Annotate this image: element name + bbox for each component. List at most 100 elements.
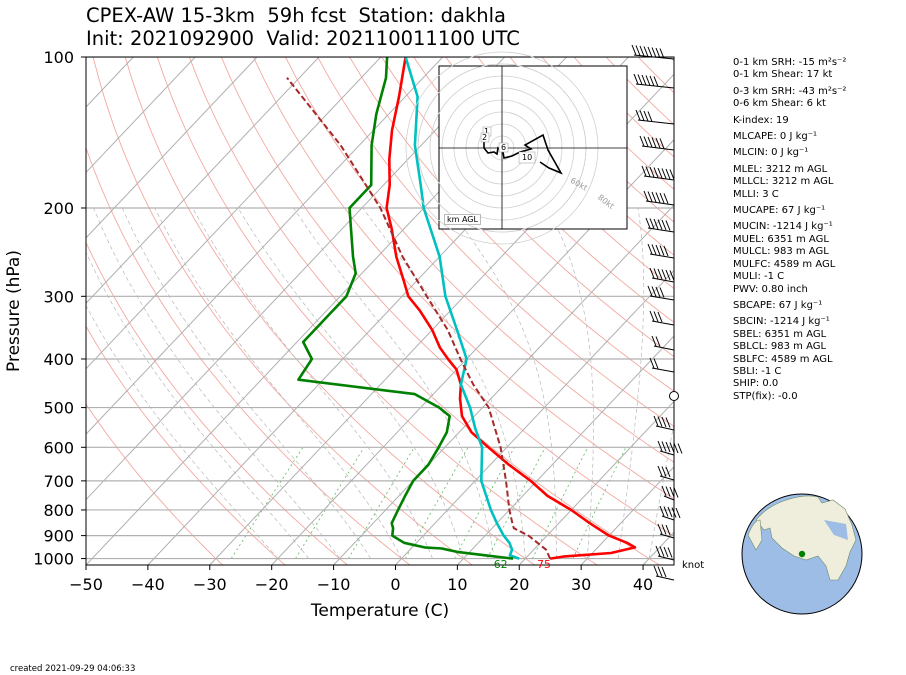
mixing-ratio-line xyxy=(454,447,515,559)
wind-barb-flag xyxy=(647,285,653,297)
wind-barb-flag xyxy=(661,219,667,231)
y-tick-label: 600 xyxy=(43,438,74,457)
wind-barb-flag xyxy=(655,336,661,347)
mixing-ratio-line xyxy=(572,447,627,559)
wind-barb-flag xyxy=(653,565,659,577)
wind-barb-flag xyxy=(655,286,661,298)
wind-barb-flag xyxy=(665,269,671,281)
wind-barb-flag xyxy=(677,443,683,454)
wind-barb-flag xyxy=(647,46,653,58)
wind-barb-flag xyxy=(647,136,653,148)
x-tick-label: 0 xyxy=(390,575,400,594)
parameter-panel: 0-1 km SRH: -15 m²s⁻² 0-1 km Shear: 17 kt… xyxy=(733,57,846,403)
param-line: 0-6 km Shear: 6 kt xyxy=(733,98,826,110)
dry-adiabat xyxy=(381,57,674,358)
wind-barb xyxy=(663,495,675,501)
hodograph-inset: 60kt 80kt 1 2 6 10 xyxy=(405,51,628,245)
wind-barb-flag xyxy=(645,217,651,229)
wind-barb-flag xyxy=(655,244,661,256)
dry-adiabat xyxy=(285,57,674,463)
wind-barb-flag xyxy=(665,441,671,453)
y-tick-label: 300 xyxy=(43,287,74,306)
wind-barb-flag xyxy=(665,486,671,497)
param-line: MLEL: 3212 m AGL xyxy=(733,163,828,175)
wind-barb-flag xyxy=(649,267,655,279)
wind-barb-flag xyxy=(633,73,639,85)
wind-barb-flag xyxy=(663,546,669,558)
globe-locator-map xyxy=(741,493,863,615)
wind-barb xyxy=(635,83,675,89)
wind-barb-flag xyxy=(647,111,653,122)
x-tick-label: 40 xyxy=(633,575,653,594)
param-line: MLLCL: 3212 m AGL xyxy=(733,176,834,188)
param-line: SBCIN: -1214 J kg⁻¹ xyxy=(733,316,830,328)
dry-adiabat xyxy=(156,57,598,565)
wind-barb xyxy=(657,555,675,561)
wind-barb-flag xyxy=(657,440,663,452)
hodograph-trace xyxy=(483,129,563,175)
y-tick-label: 400 xyxy=(43,350,74,369)
param-line: SBLCL: 983 m AGL xyxy=(733,341,827,353)
wind-barb xyxy=(659,450,675,456)
wind-barb-flag xyxy=(657,268,663,280)
y-tick-label: 200 xyxy=(43,199,74,218)
dry-adiabat xyxy=(124,57,535,565)
wind-barb-flag xyxy=(649,310,655,322)
wind-barb-flag xyxy=(651,137,657,148)
wind-barb xyxy=(651,367,675,373)
wind-barb-flag xyxy=(649,166,655,178)
isotherm xyxy=(86,57,258,239)
wind-barb-flag xyxy=(659,505,665,517)
x-tick-label: 30 xyxy=(571,575,591,594)
wind-barb-flag xyxy=(657,566,663,577)
chart-title-line1: CPEX-AW 15-3km 59h fcst Station: dakhla xyxy=(86,4,506,27)
wind-barb-flag xyxy=(669,486,675,498)
wind-barb-flag xyxy=(669,169,675,180)
wind-barb-flag xyxy=(661,566,667,578)
wind-barb-flag xyxy=(631,44,637,56)
wind-barb-flag xyxy=(643,136,649,147)
dry-adiabat xyxy=(86,325,286,565)
wind-barb xyxy=(649,253,675,259)
wind-barb-flag xyxy=(657,219,663,230)
wind-barb-flag xyxy=(647,243,653,255)
wind-barb-flag xyxy=(647,191,653,202)
wind-barb-flag xyxy=(667,506,673,518)
param-line: MLCAPE: 0 J kg⁻¹ xyxy=(733,131,818,143)
mixing-ratio-line xyxy=(230,447,304,559)
param-line: MULCL: 983 m AGL xyxy=(733,246,829,258)
wind-barb-flag xyxy=(659,245,665,256)
wind-barb-flag xyxy=(663,193,669,204)
x-tick-label: −40 xyxy=(131,575,165,594)
wind-barb-flag xyxy=(661,466,667,477)
wind-barb-flag xyxy=(661,524,667,535)
wind-barb-flag xyxy=(657,311,663,323)
wind-barb-flag xyxy=(673,442,679,454)
wind-barb-flag xyxy=(659,546,665,557)
param-line: MLCIN: 0 J kg⁻¹ xyxy=(733,147,809,159)
param-line: SHIP: 0.0 xyxy=(733,378,779,390)
wind-barb-flag xyxy=(645,75,651,86)
wind-barb-flag xyxy=(645,166,651,177)
y-tick-label: 1000 xyxy=(33,550,74,569)
moist-adiabat xyxy=(448,207,557,559)
station-marker xyxy=(798,550,806,558)
wind-barb-flag xyxy=(669,442,675,453)
wind-barb-flag xyxy=(653,311,659,322)
dry-adiabat xyxy=(317,57,674,427)
wind-barb-flag xyxy=(643,110,649,122)
wind-barb-flag xyxy=(653,358,659,369)
wind-barb-flag xyxy=(657,416,663,427)
y-axis-label: Pressure (hPa) xyxy=(4,250,24,372)
wind-barb-flag xyxy=(661,485,667,497)
moist-adiabat xyxy=(86,304,279,559)
wind-barb-flag xyxy=(655,47,661,59)
wind-barb-flag xyxy=(649,218,655,229)
param-line: MUCIN: -1214 J kg⁻¹ xyxy=(733,221,833,233)
isotherm xyxy=(86,57,382,370)
param-line: SBEL: 6351 m AGL xyxy=(733,328,827,340)
wind-barb-flag xyxy=(639,135,645,147)
wind-barb xyxy=(653,345,675,351)
wind-barb-flag xyxy=(673,487,679,498)
